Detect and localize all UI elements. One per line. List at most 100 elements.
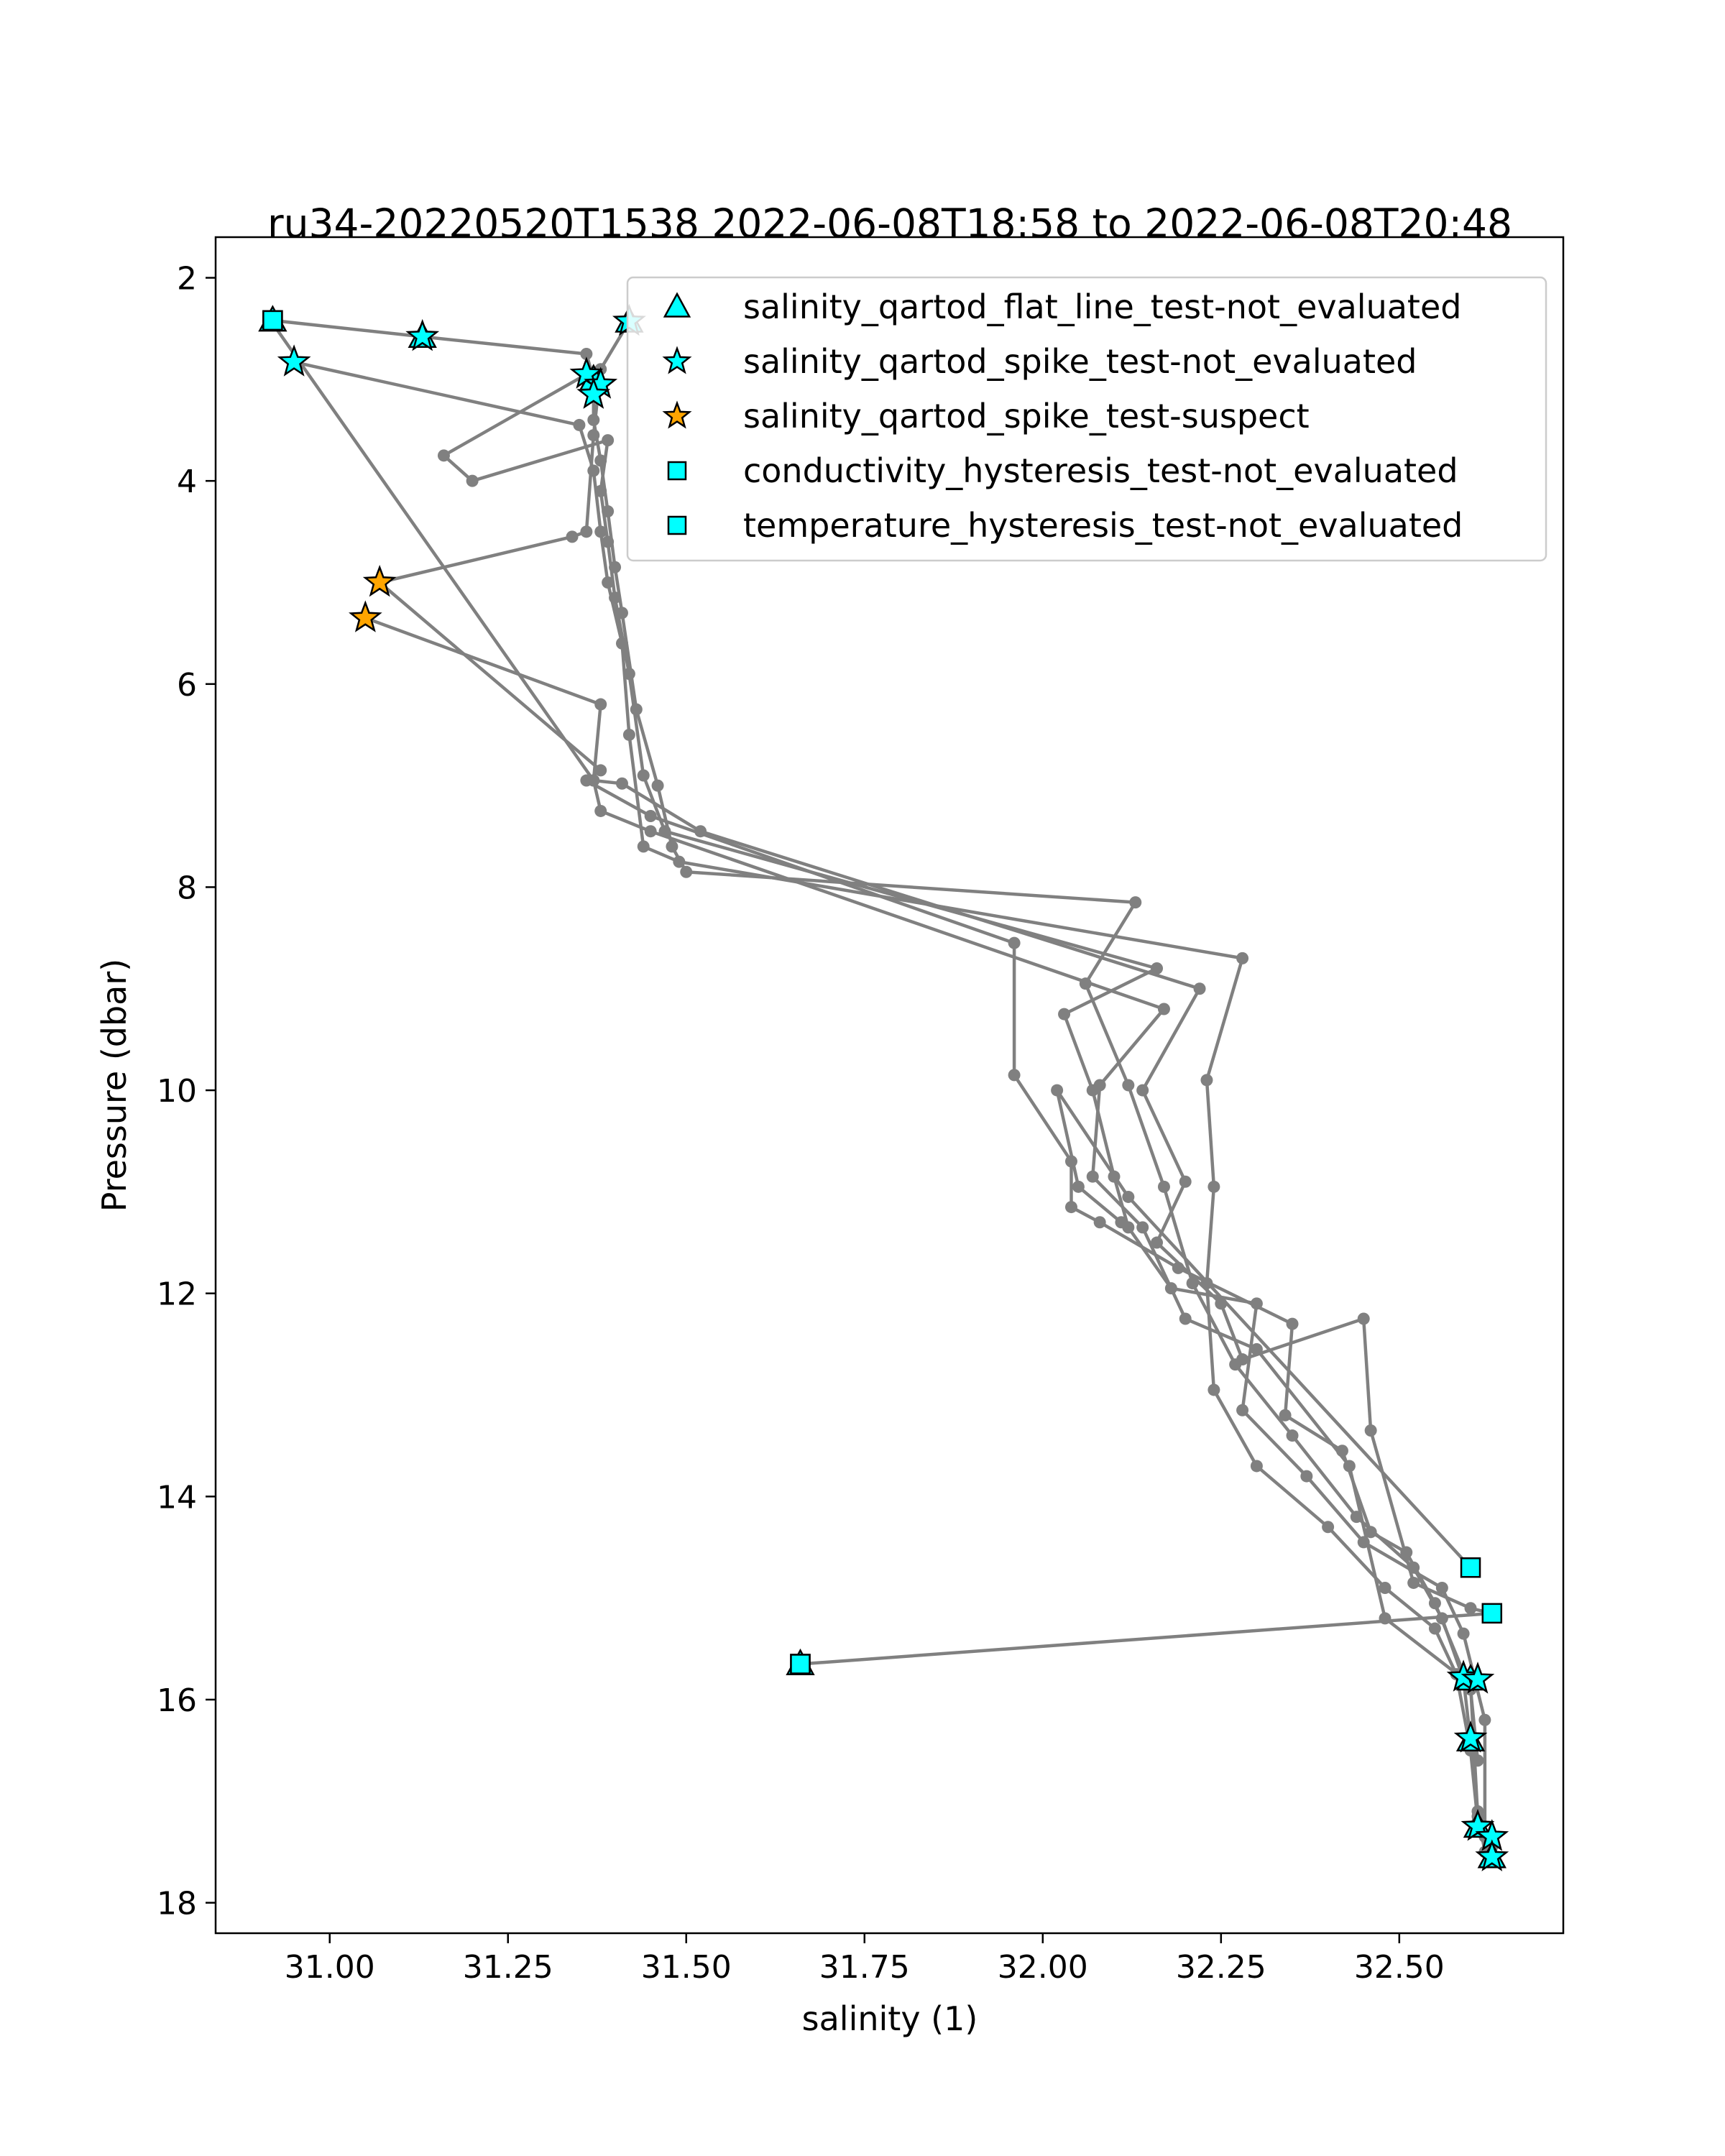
data-point xyxy=(637,840,650,853)
y-tick-label: 16 xyxy=(157,1682,197,1719)
data-point xyxy=(1086,1170,1099,1183)
data-point xyxy=(1136,1221,1149,1234)
star-flag-marker xyxy=(349,600,382,632)
x-tick-label: 32.50 xyxy=(1354,1949,1445,1986)
data-point xyxy=(680,865,693,878)
legend-label: conductivity_hysteresis_test-not_evaluat… xyxy=(743,451,1458,490)
data-point xyxy=(1236,952,1249,964)
x-tick-label: 32.25 xyxy=(1176,1949,1266,1986)
y-tick-label: 8 xyxy=(177,870,197,906)
data-point xyxy=(1064,1201,1077,1214)
data-point xyxy=(580,525,593,538)
data-point xyxy=(1457,1627,1470,1640)
data-point xyxy=(1428,1622,1441,1635)
data-point xyxy=(1179,1312,1192,1325)
profile-line-7 xyxy=(800,1611,1492,1666)
profile-line-5 xyxy=(364,616,1493,1616)
data-point xyxy=(1343,1460,1356,1473)
data-point xyxy=(1179,1175,1192,1188)
data-point xyxy=(1008,1069,1021,1082)
data-point xyxy=(1364,1526,1377,1539)
data-point xyxy=(644,810,657,823)
data-point xyxy=(1357,1312,1370,1325)
legend-triangle-marker xyxy=(663,292,691,318)
star-flag-marker xyxy=(1453,1720,1488,1753)
chart-title: ru34-20220520T1538 2022-06-08T18:58 to 2… xyxy=(267,201,1512,247)
data-point xyxy=(466,474,479,487)
y-axis-label: Pressure (dbar) xyxy=(95,959,134,1212)
data-point xyxy=(580,348,593,361)
x-tick-label: 31.00 xyxy=(285,1949,375,1986)
legend-star-marker xyxy=(662,400,692,429)
legend-label: salinity_qartod_spike_test-suspect xyxy=(743,397,1310,436)
data-point xyxy=(1157,1180,1170,1193)
data-point xyxy=(1008,936,1021,949)
legend-box xyxy=(626,276,1547,562)
data-point xyxy=(1428,1597,1441,1610)
data-point xyxy=(594,698,607,711)
legend-square-marker xyxy=(667,515,687,535)
star-flag-marker xyxy=(362,564,397,597)
data-point xyxy=(587,429,600,442)
y-tick-label: 14 xyxy=(157,1479,197,1516)
x-tick-label: 31.50 xyxy=(641,1949,732,1986)
data-point xyxy=(1151,1236,1164,1249)
data-point xyxy=(1279,1409,1292,1422)
data-point xyxy=(622,668,635,681)
data-point xyxy=(1151,962,1164,975)
x-axis-label: salinity (1) xyxy=(802,1999,978,2038)
data-point xyxy=(1379,1582,1392,1595)
legend-label: temperature_hysteresis_test-not_evaluate… xyxy=(743,506,1463,545)
y-tick-label: 4 xyxy=(177,464,197,500)
data-point xyxy=(615,777,628,790)
legend-star-marker xyxy=(662,346,692,374)
data-point xyxy=(666,840,678,853)
y-tick-label: 2 xyxy=(177,261,197,298)
data-point xyxy=(1208,1180,1220,1193)
data-point xyxy=(1157,1003,1170,1015)
plot-area xyxy=(258,303,1509,1871)
data-point xyxy=(622,728,635,741)
data-point xyxy=(587,774,600,787)
data-point xyxy=(1407,1576,1420,1589)
data-point xyxy=(1122,1079,1135,1092)
data-point xyxy=(1250,1460,1263,1473)
data-point xyxy=(602,576,615,589)
x-tick-label: 31.75 xyxy=(819,1949,910,1986)
data-point xyxy=(644,825,657,838)
data-point xyxy=(566,530,579,543)
data-point xyxy=(1464,1602,1477,1615)
data-point xyxy=(1236,1353,1249,1366)
data-point xyxy=(1122,1190,1135,1203)
axes: 31.00 31.25 31.50 31.75 32.00 32.25 32.50 2 4 6 8 1… xyxy=(157,261,1445,1986)
star-flag-marker xyxy=(277,344,311,377)
y-tick-label: 6 xyxy=(177,667,197,704)
data-point xyxy=(1364,1424,1377,1437)
data-point xyxy=(1051,1084,1064,1097)
square-flag-marker xyxy=(1460,1557,1481,1578)
data-point xyxy=(1072,1180,1085,1193)
square-flag-marker xyxy=(262,310,283,331)
data-point xyxy=(594,804,607,817)
data-point xyxy=(1093,1216,1106,1229)
data-point xyxy=(573,418,586,431)
data-point xyxy=(673,855,686,868)
star-flag-marker xyxy=(1460,1662,1495,1694)
data-point xyxy=(1478,1713,1491,1726)
data-point xyxy=(1115,1216,1128,1229)
plot-frame xyxy=(214,236,1565,1935)
data-point xyxy=(594,484,607,497)
data-point xyxy=(1286,1429,1299,1442)
data-point xyxy=(1286,1317,1299,1330)
data-point xyxy=(1250,1342,1263,1355)
star-flag-marker xyxy=(405,318,440,351)
profile-line-3 xyxy=(442,372,1487,1837)
x-tick-label: 32.00 xyxy=(998,1949,1088,1986)
data-point xyxy=(1322,1521,1335,1534)
legend-label: salinity_qartod_spike_test-not_evaluated xyxy=(743,342,1417,381)
data-point xyxy=(1193,982,1206,995)
data-point xyxy=(594,525,607,538)
legend-square-marker xyxy=(667,461,687,481)
data-point xyxy=(1300,1470,1313,1483)
